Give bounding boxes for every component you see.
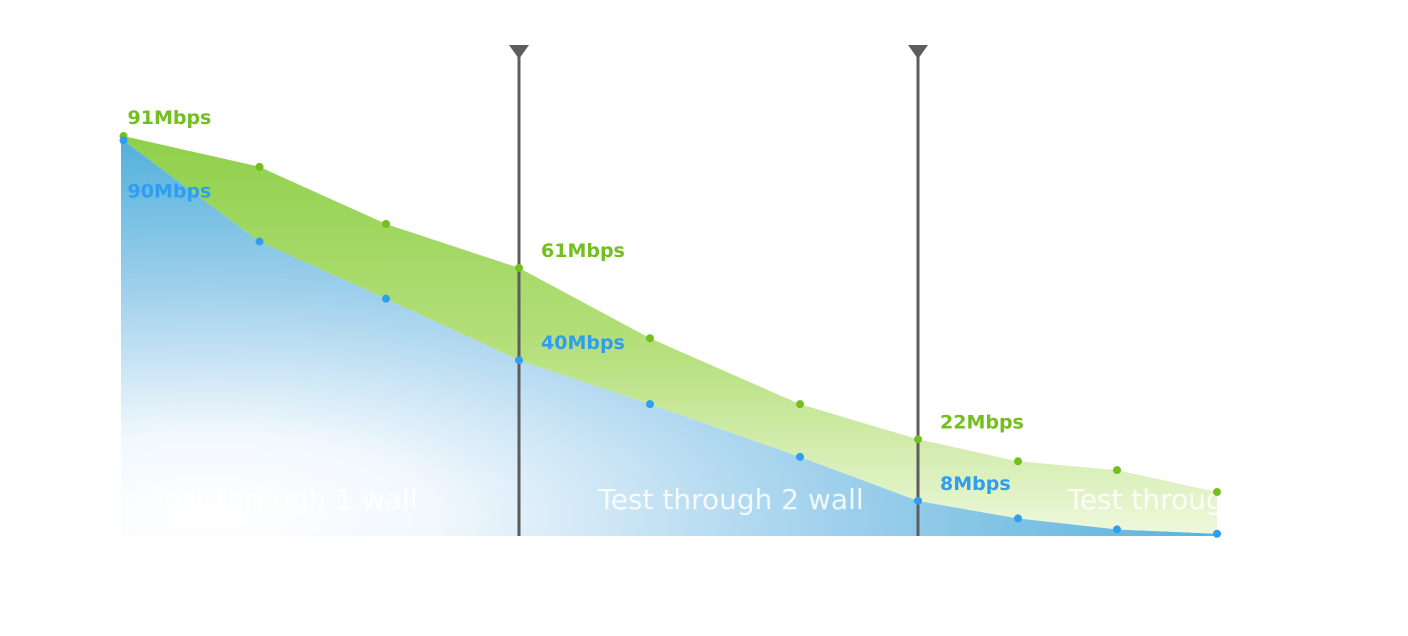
series-1-point xyxy=(255,162,264,171)
series-1-point xyxy=(1113,466,1121,475)
series-1-point xyxy=(646,334,654,343)
series-1-point xyxy=(515,263,523,272)
series-1-point xyxy=(914,435,922,444)
series-2-point xyxy=(914,496,922,505)
data-label: 91Mbps xyxy=(128,107,212,129)
data-label: 22Mbps xyxy=(940,411,1024,433)
zone-divider-triangle-icon xyxy=(908,45,928,59)
data-label: 40Mbps xyxy=(541,332,625,354)
series-1-point xyxy=(1213,488,1221,497)
series-2-point xyxy=(515,356,523,365)
series-2-point xyxy=(796,452,804,461)
zone-label: Test through 1 wall xyxy=(151,483,417,516)
series-2-point xyxy=(382,294,390,303)
series-2-point xyxy=(1113,525,1121,534)
series-1-point xyxy=(382,219,390,228)
zone-label: Test through 3 wall xyxy=(1066,483,1332,516)
data-label: 8Mbps xyxy=(940,473,1011,495)
series-2-point xyxy=(255,237,264,246)
zone-label: Test through 2 wall xyxy=(597,483,863,516)
series-2-area xyxy=(121,140,1217,536)
series-2-point xyxy=(1213,529,1221,538)
series-2-point xyxy=(119,136,128,145)
data-label: 90Mbps xyxy=(128,180,212,202)
series-2-point xyxy=(1014,514,1022,523)
data-label: 61Mbps xyxy=(541,240,625,262)
zone-divider-triangle-icon xyxy=(509,45,529,59)
series-1-area xyxy=(123,136,1217,534)
series-1-point xyxy=(1014,457,1022,466)
series-1-point xyxy=(796,400,804,409)
series-2-point xyxy=(646,400,654,409)
